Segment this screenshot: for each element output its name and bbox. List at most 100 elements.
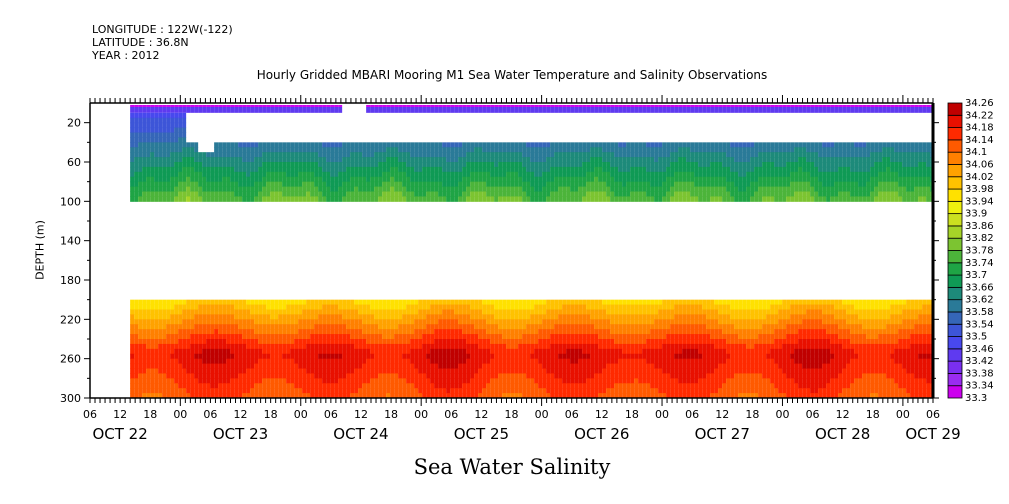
heatmap-cell [534, 162, 539, 168]
heatmap-cell [334, 186, 339, 192]
heatmap-cell [218, 191, 223, 197]
heatmap-cell [394, 171, 399, 178]
heatmap-cell [486, 196, 491, 202]
heatmap-cell [494, 383, 499, 389]
heatmap-cell [734, 166, 739, 173]
heatmap-cell [194, 393, 199, 399]
heatmap-cell [306, 106, 311, 113]
heatmap-cell [906, 106, 911, 113]
heatmap-cell [406, 166, 411, 173]
heatmap-cell [246, 196, 251, 202]
heatmap-cell [138, 363, 143, 369]
heatmap-cell [446, 368, 451, 374]
heatmap-cell [682, 196, 687, 202]
heatmap-cell [502, 393, 507, 399]
heatmap-cell [390, 191, 395, 197]
heatmap-cell [254, 176, 259, 183]
heatmap-cell [274, 299, 279, 306]
heatmap-cell [922, 104, 927, 107]
heatmap-cell [350, 191, 355, 197]
heatmap-cell [518, 319, 523, 325]
heatmap-cell [854, 106, 859, 113]
heatmap-cell [414, 388, 419, 394]
heatmap-cell [238, 388, 243, 394]
heatmap-cell [626, 106, 631, 113]
heatmap-cell [138, 196, 143, 202]
heatmap-cell [514, 314, 519, 320]
heatmap-cell [874, 191, 879, 197]
heatmap-cell [606, 166, 611, 173]
heatmap-cell [442, 299, 447, 306]
heatmap-cell [290, 358, 295, 365]
heatmap-cell [478, 368, 483, 374]
heatmap-cell [874, 104, 879, 107]
heatmap-cell [362, 176, 367, 183]
heatmap-cell [818, 191, 823, 197]
heatmap-cell [802, 171, 807, 178]
heatmap-cell [130, 162, 135, 168]
heatmap-cell [394, 309, 399, 315]
heatmap-cell [542, 388, 547, 394]
heatmap-cell [170, 378, 175, 384]
heatmap-cell [338, 339, 343, 345]
heatmap-cell [198, 324, 203, 330]
heatmap-cell [490, 314, 495, 320]
heatmap-cell [302, 329, 307, 335]
heatmap-cell [266, 147, 271, 153]
heatmap-cell [418, 358, 423, 365]
heatmap-cell [390, 388, 395, 394]
heatmap-cell [254, 329, 259, 335]
heatmap-cell [130, 334, 135, 340]
heatmap-cell [546, 368, 551, 374]
heatmap-cell [498, 343, 503, 350]
heatmap-cell [682, 162, 687, 168]
heatmap-cell [446, 378, 451, 384]
heatmap-cell [750, 166, 755, 173]
heatmap-cell [370, 191, 375, 197]
heatmap-cell [446, 142, 451, 148]
heatmap-cell [510, 319, 515, 325]
heatmap-cell [202, 196, 207, 202]
heatmap-cell [462, 176, 467, 183]
heatmap-cell [406, 176, 411, 183]
heatmap-cell [374, 358, 379, 365]
heatmap-cell [298, 157, 303, 163]
heatmap-cell [462, 339, 467, 345]
heatmap-cell [382, 393, 387, 399]
heatmap-cell [806, 186, 811, 192]
heatmap-cell [854, 196, 859, 202]
heatmap-cell [434, 191, 439, 197]
heatmap-cell [390, 196, 395, 202]
heatmap-cell [362, 181, 367, 188]
heatmap-cell [322, 393, 327, 399]
heatmap-cell [442, 388, 447, 394]
heatmap-cell [134, 343, 139, 350]
heatmap-cell [906, 162, 911, 168]
heatmap-cell [774, 106, 779, 113]
heatmap-cell [610, 181, 615, 188]
heatmap-cell [138, 157, 143, 163]
heatmap-cell [306, 378, 311, 384]
heatmap-cell [606, 196, 611, 202]
heatmap-cell [742, 162, 747, 168]
heatmap-cell [250, 106, 255, 113]
heatmap-cell [726, 142, 731, 148]
heatmap-cell [554, 106, 559, 113]
heatmap-cell [766, 171, 771, 178]
heatmap-cell [142, 309, 147, 315]
heatmap-cell [506, 329, 511, 335]
heatmap-cell [554, 162, 559, 168]
heatmap-cell [678, 186, 683, 192]
heatmap-cell [514, 147, 519, 153]
heatmap-cell [158, 324, 163, 330]
heatmap-cell [306, 368, 311, 374]
heatmap-cell [274, 363, 279, 369]
heatmap-cell [322, 363, 327, 369]
heatmap-cell [766, 106, 771, 113]
heatmap-cell [670, 171, 675, 178]
heatmap-cell [146, 334, 151, 340]
heatmap-cell [782, 166, 787, 173]
heatmap-cell [442, 176, 447, 183]
heatmap-cell [314, 363, 319, 369]
heatmap-cell [634, 106, 639, 113]
